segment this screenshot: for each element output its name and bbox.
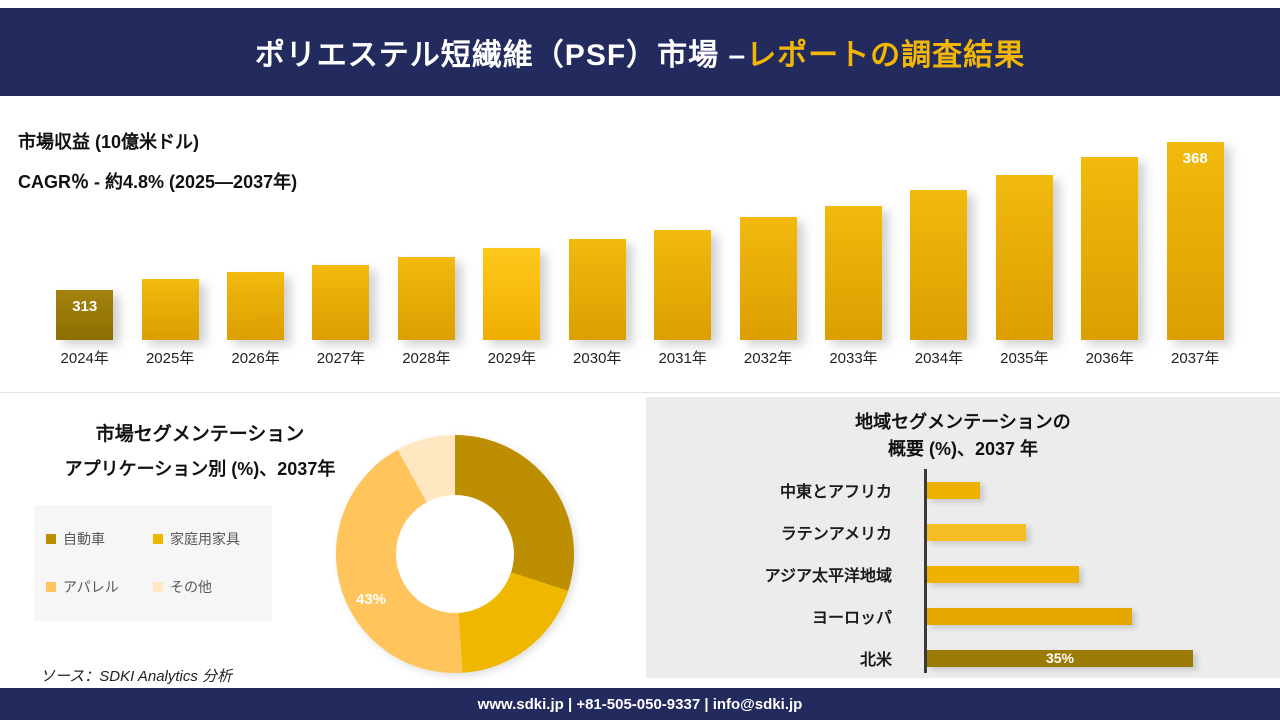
revenue-bar-column: 2028年 [384,140,469,368]
regional-bar [927,565,1079,583]
revenue-chart-title: 市場収益 (10億米ドル) [18,132,200,152]
region-label: ヨーロッパ [811,610,892,627]
year-label: 2037年 [1171,350,1220,367]
revenue-bar-column: 2027年 [298,140,383,368]
legend-label: 自動車 [63,531,105,547]
legend-item: その他 [153,577,260,597]
revenue-bar-column: 2029年 [469,140,554,368]
legend-item: 家庭用家具 [153,529,260,549]
segmentation-subtitle: アプリケーション別 (%)、2037年 [64,459,336,479]
legend-label: アパレル [63,579,119,595]
page-title: ポリエステル短繊維（PSF）市場 –レポートの調査結果 [255,30,1025,74]
revenue-bar: 368 [1166,142,1224,340]
revenue-bar [141,279,199,340]
legend-label: 家庭用家具 [170,531,240,547]
revenue-bar-column: 2034年 [896,140,981,368]
regional-bar-row: ヨーロッパ [646,595,1280,637]
year-label: 2034年 [914,350,964,367]
revenue-bar [910,190,968,340]
year-label: 2033年 [829,350,878,367]
revenue-bar-column: 2032年 [725,140,810,368]
revenue-bar: 313 [56,290,114,340]
footer-banner: www.sdki.jp | +81-505-050-9337 | info@sd… [0,688,1280,720]
regional-chart-title: 地域セグメンテーションの 概要 (%)、2037 年 [646,409,1280,463]
page-title-accent: レポートの調査結果 [746,39,1026,72]
year-label: 2024年 [60,350,109,367]
year-label: 2032年 [743,350,793,367]
revenue-bar-column: 2030年 [555,140,640,368]
revenue-bar-column: 2026年 [213,140,298,368]
regional-bar [927,607,1132,625]
bottom-section: 市場セグメンテーション アプリケーション別 (%)、2037年 自動車 家庭用家具… [0,392,1280,688]
revenue-bar [483,248,541,340]
legend-swatch [46,582,56,592]
regional-bar-row: ラテンアメリカ [646,511,1280,553]
revenue-bar [227,272,285,340]
regional-panel: 地域セグメンテーションの 概要 (%)、2037 年 中東とアフリカ ラテンアメリ… [646,397,1280,678]
regional-title-line1: 地域セグメンテーションの [855,412,1071,432]
revenue-bar-column: 313 2024年 [42,140,127,368]
revenue-cagr-label: CAGR％ - 約4.8% (2025―2037年) [18,172,298,192]
regional-bar-chart: 中東とアフリカ ラテンアメリカアジア太平洋地域ヨーロッパ北米 35% [646,469,1280,679]
regional-bar-row: アジア太平洋地域 [646,553,1280,595]
year-label: 2030年 [573,350,622,367]
region-label: 北米 [859,652,892,669]
revenue-bar-column: 2031年 [640,140,725,368]
year-label: 2036年 [1085,350,1134,367]
regional-bar [927,523,1026,541]
revenue-bar [995,175,1053,340]
legend-swatch [46,534,56,544]
year-label: 2028年 [402,350,451,367]
revenue-bar [654,230,712,340]
regional-bar-value-label: 35% [1045,650,1075,666]
regional-bar-row: 中東とアフリカ [646,469,1280,511]
revenue-bar-column: 368 2037年 [1152,140,1237,368]
revenue-bar-column: 2036年 [1067,140,1152,368]
year-label: 2026年 [231,350,280,367]
year-label: 2035年 [1000,350,1049,367]
source-note: ソース：SDKI Analytics 分析 [40,668,233,685]
region-label: アジア太平洋地域 [764,568,892,585]
donut-slice-label: 43% [356,591,387,608]
legend-swatch [153,534,163,544]
legend-label: その他 [170,579,212,595]
segmentation-panel: 市場セグメンテーション アプリケーション別 (%)、2037年 自動車 家庭用家具… [0,393,642,688]
revenue-bar [739,217,797,340]
year-label: 2029年 [487,350,536,367]
application-donut-chart [336,435,574,673]
revenue-bar-column: 2025年 [127,140,212,368]
legend-swatch [153,582,163,592]
revenue-bar [397,257,455,340]
revenue-bar-value-label: 368 [1182,150,1208,167]
region-label: ラテンアメリカ [780,526,892,543]
revenue-bar-value-label: 313 [72,298,98,315]
revenue-bar-column: 2033年 [811,140,896,368]
regional-axis-line [924,469,927,673]
header-banner: ポリエステル短繊維（PSF）市場 –レポートの調査結果 [0,8,1280,96]
year-label: 2025年 [145,350,195,367]
page-title-main: ポリエステル短繊維（PSF）市場 – [254,39,747,72]
region-label: 中東とアフリカ [779,484,892,501]
revenue-bar [825,206,882,340]
segmentation-title: 市場セグメンテーション [95,424,305,445]
revenue-bar [1081,157,1139,340]
footer-contact-text: www.sdki.jp | +81-505-050-9337 | info@sd… [477,695,803,713]
regional-title-line2: 概要 (%)、2037 年 [887,439,1039,459]
revenue-bar [312,265,370,340]
regional-bar [927,481,980,499]
legend-item: 自動車 [46,529,153,549]
revenue-bar-column: 2035年 [982,140,1067,368]
legend-item: アパレル [46,577,153,597]
revenue-bar-chart: 313 2024年 2025年 2026年 2027年 2028年 2029年 2030年 20… [42,140,1238,368]
regional-bar: 35% [927,649,1193,667]
year-label: 2027年 [316,350,366,367]
revenue-bar [568,239,626,340]
regional-bar-row: 北米 35% [646,637,1280,679]
year-label: 2031年 [658,350,707,367]
segmentation-legend: 自動車 家庭用家具アパレル その他 [34,505,272,621]
